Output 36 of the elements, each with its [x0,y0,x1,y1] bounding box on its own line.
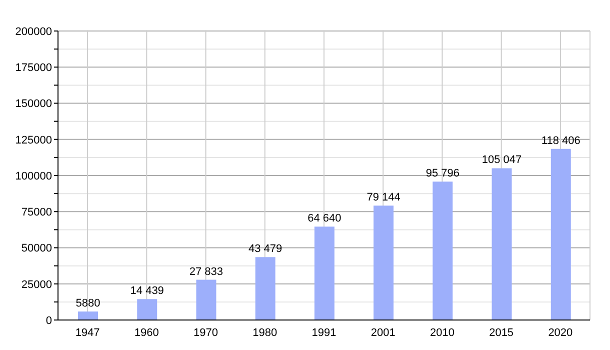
data-label: 14 439 [130,285,164,298]
y-tick-label: 25000 [21,278,52,291]
bar [492,168,512,320]
data-label: 105 047 [482,154,522,166]
data-label: 27 833 [189,266,224,278]
x-tick-label: 1960 [134,326,159,339]
data-label: 95 796 [426,168,460,180]
x-tick-label: 1980 [252,326,278,339]
bar [374,206,394,320]
bar [314,226,334,320]
y-tick-label: 75000 [21,206,52,219]
data-label: 64 640 [308,212,342,225]
x-tick-label: 1970 [194,326,218,339]
x-tick-label: 2015 [489,326,514,339]
y-tick-label: 200000 [15,26,52,38]
bar [137,299,158,320]
x-tick-label: 2010 [430,326,454,339]
y-tick-label: 50000 [21,242,52,255]
x-tick-label: 1947 [75,326,100,339]
data-label: 118 406 [541,134,580,147]
y-tick-label: 125000 [15,134,52,146]
y-tick-label: 150000 [15,98,52,110]
x-tick-label: 1991 [312,326,336,339]
y-tick-label: 100000 [15,170,52,182]
x-tick-label: 2001 [370,326,396,339]
y-tick-label: 175000 [15,62,52,74]
x-tick-label: 2020 [548,326,573,339]
data-label: 5880 [76,298,100,310]
bar [78,312,98,320]
bar [255,257,276,320]
bar [432,182,453,320]
data-label: 43 479 [248,243,282,256]
bar [196,280,216,320]
y-tick-label: 0 [46,314,52,327]
data-label: 79 144 [366,192,400,204]
bar [550,148,571,320]
